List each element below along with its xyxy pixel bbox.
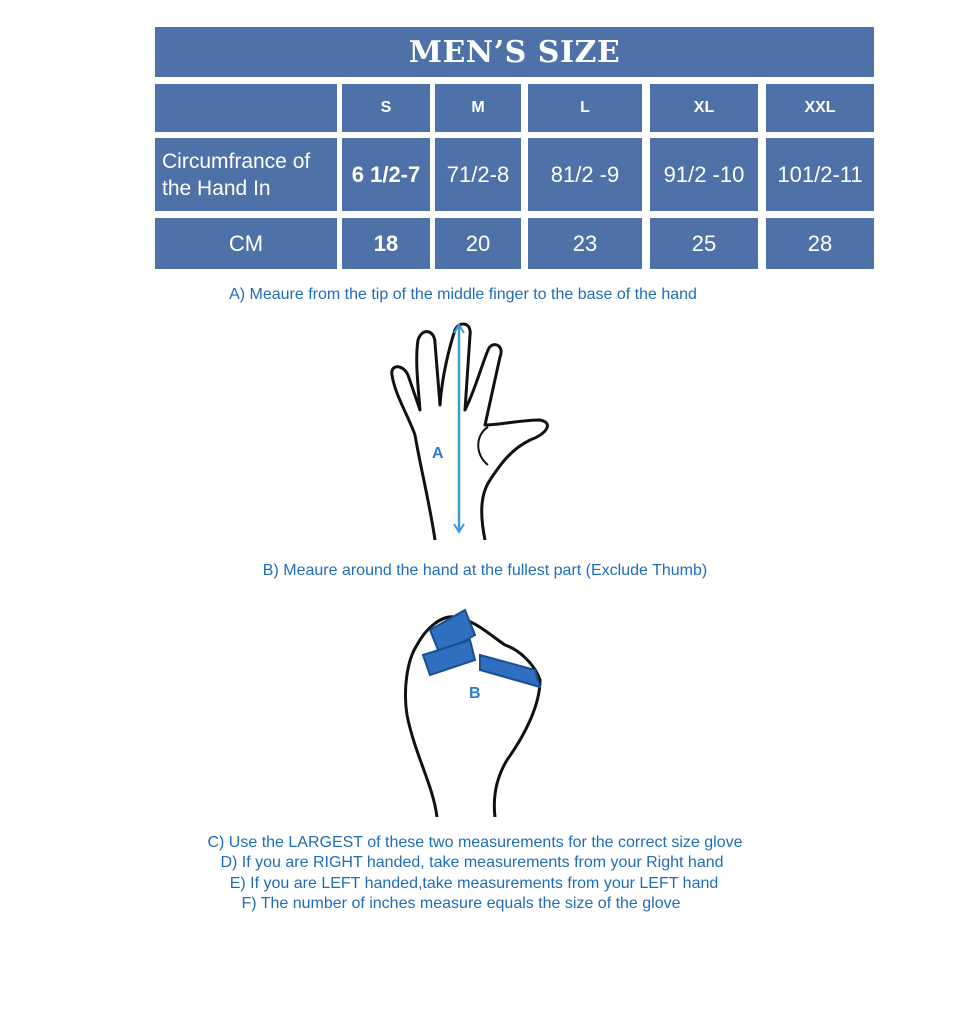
size-header-xxl: XXL [766, 84, 874, 132]
instruction-f: F) The number of inches measure equals t… [241, 895, 681, 912]
cm-xl: 25 [650, 218, 758, 269]
inches-l: 81/2 -9 [528, 138, 642, 211]
cm-m: 20 [435, 218, 521, 269]
instruction-d: D) If you are RIGHT handed, take measure… [220, 854, 724, 871]
row-label-cm: CM [155, 218, 337, 269]
header-empty-cell [155, 84, 337, 132]
inches-m: 71/2-8 [435, 138, 521, 211]
cm-s: 18 [342, 218, 430, 269]
instruction-e: E) If you are LEFT handed,take measureme… [229, 875, 719, 892]
row-label-inches: Circumfrance of the Hand In [155, 138, 337, 211]
inches-s: 6 1/2-7 [342, 138, 430, 211]
cm-xxl: 28 [766, 218, 874, 269]
size-header-xl: XL [650, 84, 758, 132]
table-title: MEN’S SIZE [155, 27, 874, 77]
cm-l: 23 [528, 218, 642, 269]
instruction-b: B) Meaure around the hand at the fullest… [262, 562, 708, 579]
label-a: A [432, 445, 444, 462]
size-header-s: S [342, 84, 430, 132]
size-header-m: M [435, 84, 521, 132]
hand-length-illustration: A [390, 322, 549, 541]
inches-xxl: 101/2-11 [766, 138, 874, 211]
hand-circumference-illustration: B [403, 608, 542, 818]
inches-xl: 91/2 -10 [650, 138, 758, 211]
instruction-c: C) Use the LARGEST of these two measurem… [207, 834, 743, 851]
label-b: B [469, 685, 481, 702]
size-header-l: L [528, 84, 642, 132]
instruction-a: A) Meaure from the tip of the middle fin… [229, 286, 697, 303]
